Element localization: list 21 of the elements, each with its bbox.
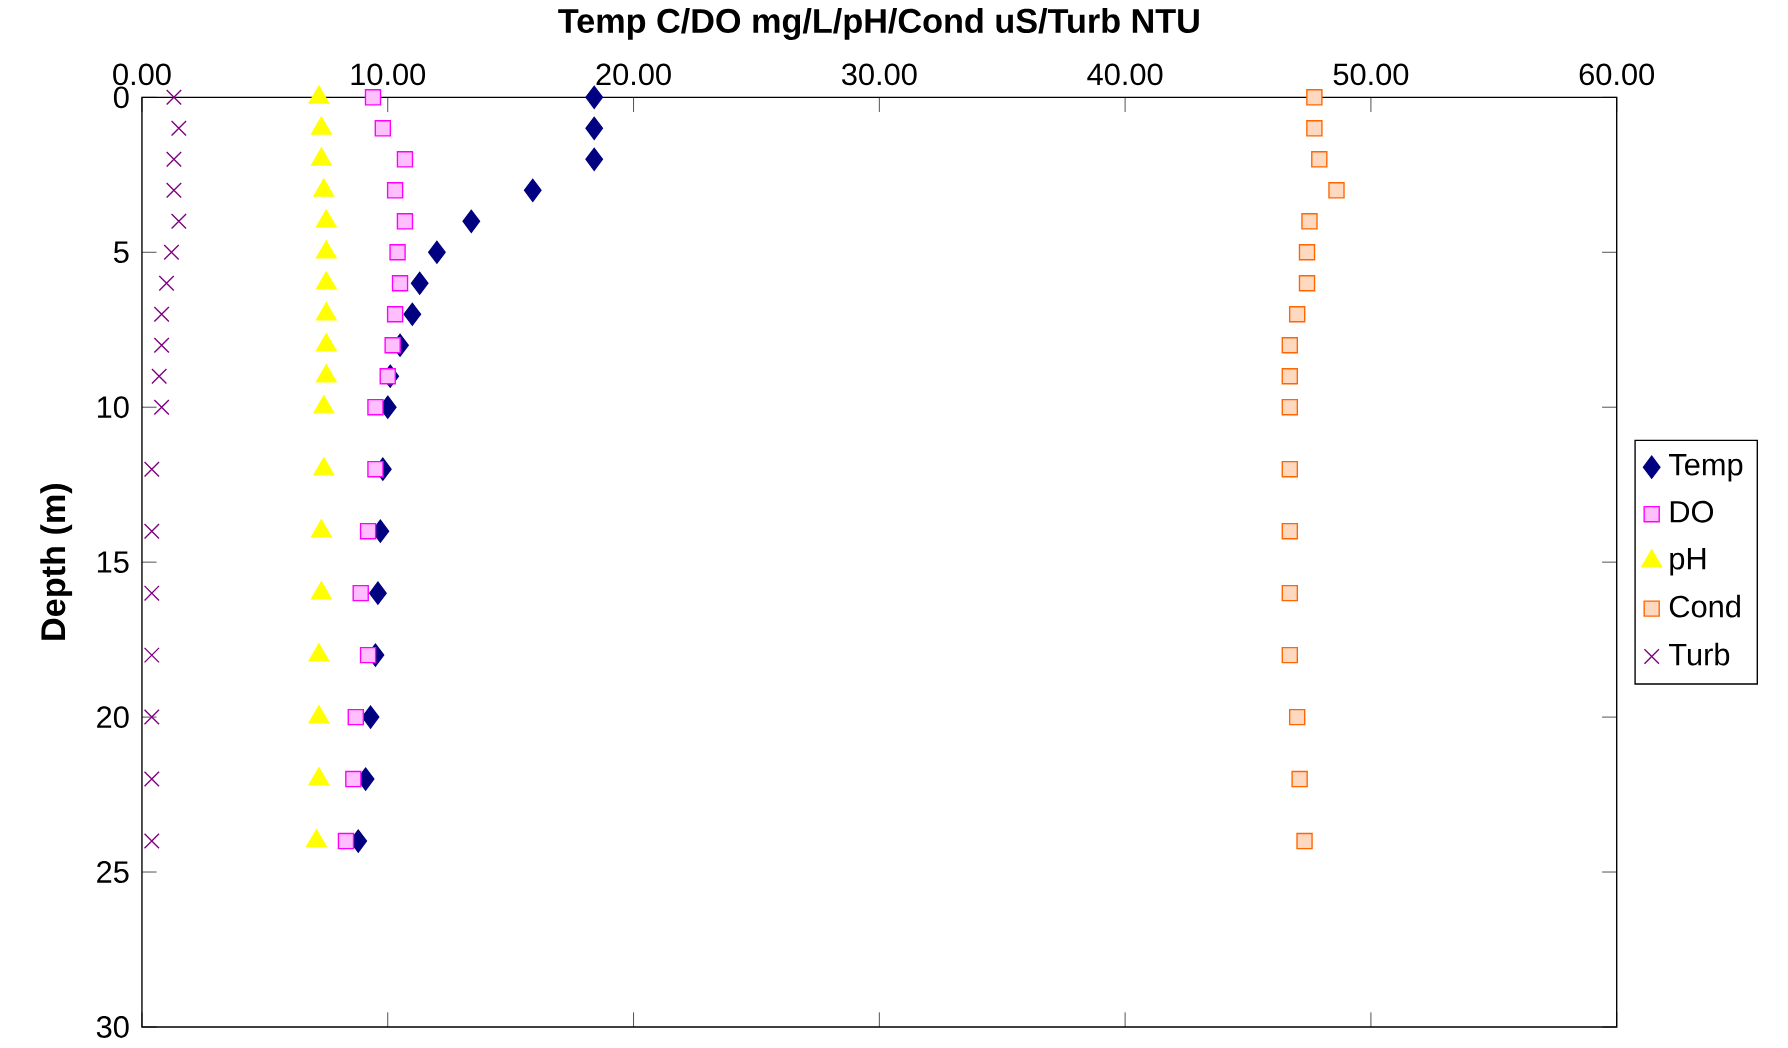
x-tick-label: 20.00: [596, 63, 671, 86]
legend-label: pH: [1670, 547, 1706, 576]
x-tick-label: 60.00: [1579, 63, 1655, 86]
x-axis-title: Temp C/DO mg/L/pH/Cond uS/Turb NTU: [558, 7, 1199, 40]
y-tick-label: 10: [97, 396, 129, 418]
y-tick-label: 30: [96, 1015, 129, 1038]
legend-label: DO: [1670, 500, 1714, 523]
legend-label: Turb: [1669, 642, 1730, 666]
x-tick-label: 10.00: [351, 63, 426, 86]
y-tick-label: 20: [97, 705, 129, 728]
y-tick-label: 0: [113, 86, 129, 109]
y-axis-title: Depth (m): [40, 483, 73, 640]
x-tick-label: 50.00: [1333, 63, 1409, 86]
y-tick-label: 25: [97, 860, 129, 883]
y-tick-label: 15: [97, 551, 129, 573]
x-tick-label: 30.00: [841, 63, 917, 86]
legend-label: Cond: [1669, 594, 1740, 618]
legend-label: Temp: [1669, 453, 1743, 482]
x-tick-label: 0.00: [113, 63, 171, 86]
y-tick-label: 5: [113, 241, 129, 263]
x-tick-label: 40.00: [1087, 63, 1163, 86]
